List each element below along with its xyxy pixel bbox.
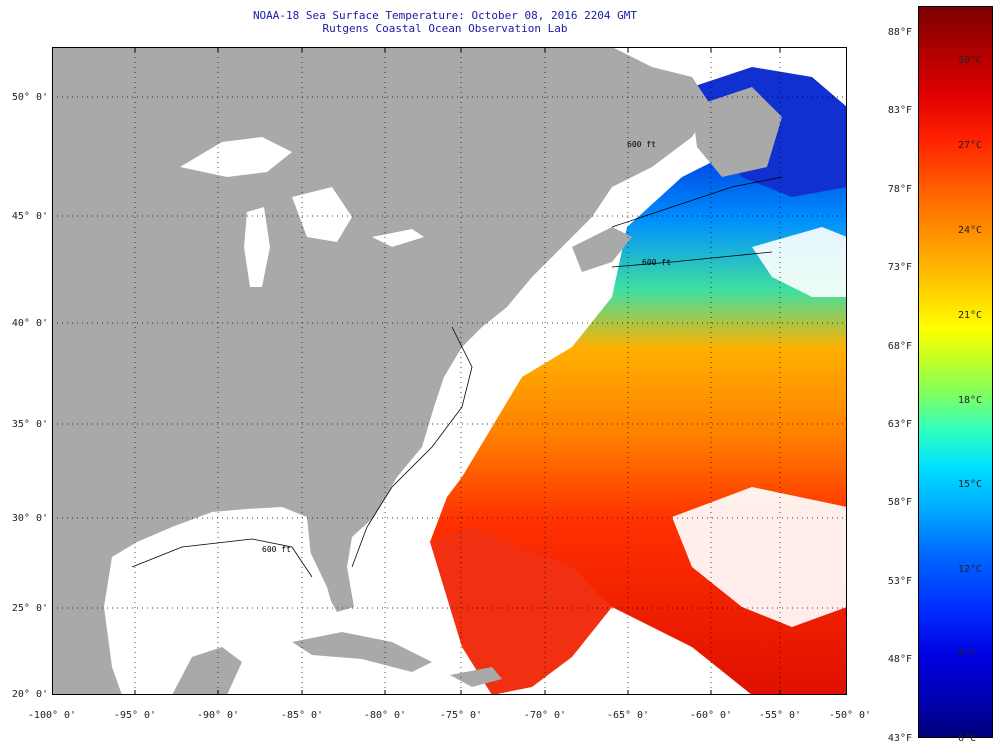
land-hispaniola (450, 667, 502, 687)
lon-label: -50° 0' (828, 710, 872, 721)
colorbar-c-label: 24°C (958, 225, 983, 236)
lat-label: 50° 0' (11, 92, 48, 103)
lon-label: -80° 0' (363, 710, 407, 721)
lon-label: -90° 0' (196, 710, 240, 721)
colorbar-c-label: 18°C (958, 395, 983, 406)
colorbar-c-label: 21°C (958, 310, 983, 321)
gulf-of-mexico (122, 527, 337, 647)
lon-label: -100° 0' (27, 710, 77, 721)
colorbar-c-label: 27°C (958, 140, 983, 151)
lon-label: -60° 0' (689, 710, 733, 721)
lon-label: -55° 0' (758, 710, 802, 721)
sst-southwest-patch (430, 527, 612, 695)
colorbar-f-label: 53°F (887, 576, 912, 587)
map-subtitle: Rutgens Coastal Ocean Observation Lab (322, 22, 568, 35)
lon-label: -95° 0' (113, 710, 157, 721)
map-frame (52, 47, 847, 695)
land-newfoundland (692, 87, 782, 177)
land-cuba (292, 632, 432, 672)
depth-contour (131, 176, 783, 578)
lat-label: 20° 0' (11, 689, 48, 700)
colorbar-c-label: 12°C (958, 564, 983, 575)
colorbar-c-label: 15°C (958, 479, 983, 490)
colorbar-f-label: 78°F (887, 184, 912, 195)
colorbar-f-label: 73°F (887, 262, 912, 273)
cloud-patch (672, 487, 847, 627)
graticule (52, 47, 847, 695)
cloud-patch (752, 227, 847, 297)
colorbar-c-label: 9°C (958, 648, 977, 659)
colorbar-c-label: 6°C (958, 733, 977, 744)
colorbar-f-label: 58°F (887, 497, 912, 508)
sst-map: 600 ft 600 ft 600 ft (52, 47, 847, 695)
colorbar-f-label: 68°F (887, 341, 912, 352)
colorbar-f-label: 83°F (887, 105, 912, 116)
lon-label: -70° 0' (523, 710, 567, 721)
colorbar-f-label: 88°F (887, 27, 912, 38)
lat-label: 40° 0' (11, 318, 48, 329)
lon-label: -65° 0' (606, 710, 650, 721)
land-nova-scotia (572, 227, 632, 272)
colorbar-c-label: 30°C (958, 55, 983, 66)
lat-label: 30° 0' (11, 513, 48, 524)
land-north-america (52, 47, 712, 695)
lake-superior (180, 137, 292, 177)
contour-label: 600 ft (262, 545, 291, 554)
lat-label: 45° 0' (11, 211, 48, 222)
lat-label: 35° 0' (11, 419, 48, 430)
lon-label: -85° 0' (280, 710, 324, 721)
lat-label: 25° 0' (11, 603, 48, 614)
colorbar-f-label: 48°F (887, 654, 912, 665)
contour-label: 600 ft (627, 140, 656, 149)
contour-label: 600 ft (642, 258, 671, 267)
land-yucatan (172, 647, 242, 695)
lake-huron (292, 187, 352, 242)
colorbar-f-label: 63°F (887, 419, 912, 430)
temperature-colorbar (918, 6, 993, 738)
lake-michigan (244, 207, 270, 287)
colorbar-f-label: 43°F (887, 733, 912, 744)
map-title: NOAA-18 Sea Surface Temperature: October… (252, 9, 638, 22)
lon-label: -75° 0' (439, 710, 483, 721)
